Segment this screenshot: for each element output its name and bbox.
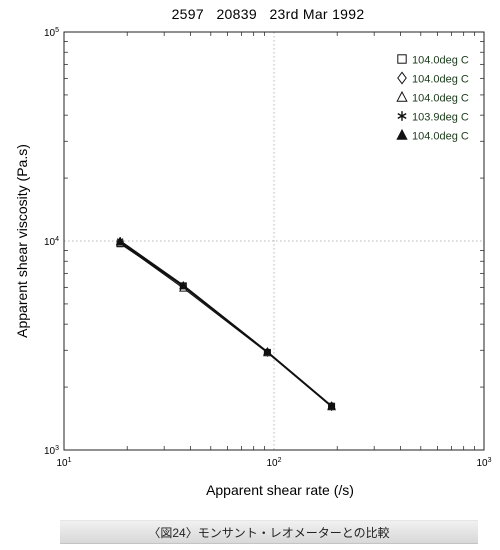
grid: [64, 32, 484, 450]
legend-marker: [397, 71, 407, 85]
caption-text: 〈図24〉モンサント・レオメーターとの比較: [148, 525, 390, 540]
x-tick-labels: 101 102 103: [56, 457, 491, 469]
x-tick-label: 102: [266, 457, 281, 469]
legend-label: 104.0deg C: [412, 93, 469, 105]
series-layer: [115, 236, 336, 412]
legend-label: 104.0deg C: [412, 74, 469, 86]
series-3: [115, 238, 336, 411]
y-axis-label: Apparent shear viscosity (Pa.s): [14, 144, 30, 338]
x-axis-label: Apparent shear rate (/s): [206, 482, 354, 498]
legend-label: 103.9deg C: [412, 112, 469, 124]
y-tick-label: 103: [44, 445, 59, 457]
legend-label: 104.0deg C: [412, 55, 469, 67]
x-tick-label: 103: [476, 457, 491, 469]
legend-marker: [396, 128, 408, 140]
data-point: [327, 401, 336, 410]
y-tick-label: 104: [44, 236, 59, 248]
legend-marker: [397, 54, 407, 64]
legend: 104.0deg C 104.0deg C 104.0deg C 103.9deg C…: [396, 54, 469, 143]
legend-label: 104.0deg C: [412, 131, 469, 143]
series-line: [119, 241, 332, 407]
chart-title: 2597 20839 23rd Mar 1992: [172, 6, 365, 22]
y-tick-labels: 103 104 105: [44, 27, 59, 457]
series-line: [119, 242, 332, 408]
series-line: [119, 243, 332, 407]
legend-marker: [397, 111, 407, 121]
data-point: [179, 281, 188, 290]
series-line: [119, 241, 332, 407]
y-tick-label: 105: [44, 27, 59, 39]
x-tick-label: 101: [56, 457, 71, 469]
series-1: [116, 240, 336, 410]
legend-marker: [396, 90, 408, 102]
data-point: [263, 347, 272, 356]
minor-ticks: [64, 32, 484, 450]
plot-frame: [63, 31, 485, 451]
series-5: [115, 236, 336, 410]
data-point: [115, 236, 125, 245]
figure-caption: 〈図24〉モンサント・レオメーターとの比較: [60, 520, 478, 544]
